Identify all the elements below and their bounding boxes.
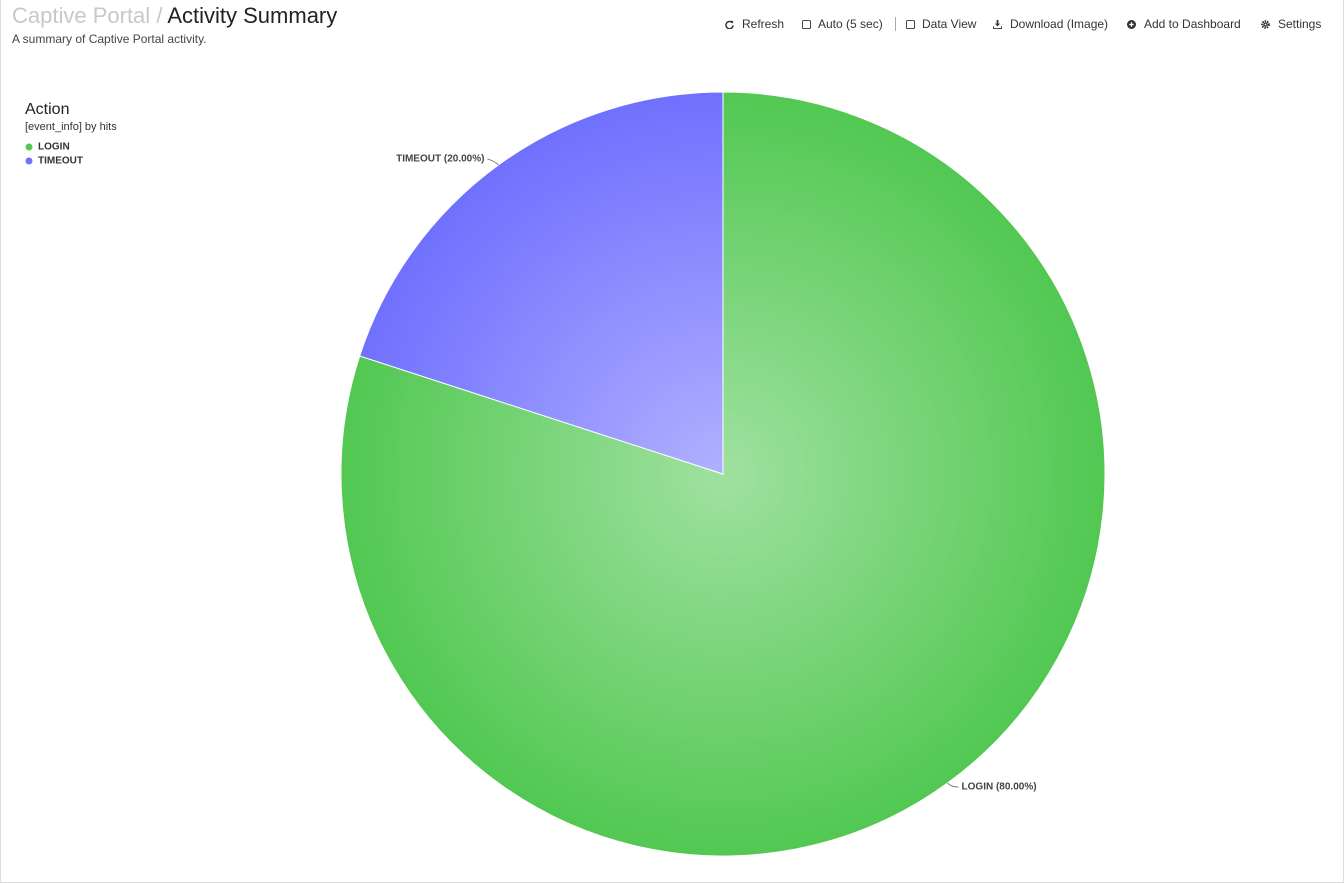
- data-view-checkbox[interactable]: [906, 20, 915, 29]
- add-to-dashboard-button[interactable]: Add to Dashboard: [1144, 17, 1241, 31]
- page-title: Activity Summary: [167, 3, 338, 28]
- download-button[interactable]: Download (Image): [1010, 17, 1109, 31]
- data-label: LOGIN (80.00%): [962, 782, 1037, 793]
- legend-marker: [25, 143, 33, 151]
- add-icon[interactable]: [1127, 20, 1136, 29]
- auto-checkbox[interactable]: [802, 20, 811, 29]
- legend-entry[interactable]: LOGIN: [38, 142, 70, 153]
- page-description: A summary of Captive Portal activity.: [12, 32, 207, 46]
- toolbar-separator: [895, 17, 896, 31]
- legend-subtitle: [event_info] by hits: [25, 121, 117, 133]
- breadcrumb-separator: /: [156, 3, 163, 28]
- label-leader: [947, 782, 959, 788]
- legend-title: Action: [25, 101, 69, 118]
- refresh-icon[interactable]: [725, 20, 734, 29]
- data-view-toggle[interactable]: Data View: [922, 17, 977, 31]
- settings-icon[interactable]: [1261, 20, 1270, 29]
- breadcrumb: Captive Portal / Activity Summary: [12, 3, 337, 29]
- legend-entry[interactable]: TIMEOUT: [38, 156, 83, 167]
- label-leader: [487, 158, 499, 166]
- download-icon[interactable]: [993, 20, 1002, 29]
- refresh-button[interactable]: Refresh: [742, 17, 785, 31]
- breadcrumb-parent[interactable]: Captive Portal: [12, 3, 151, 28]
- data-label: TIMEOUT (20.00%): [396, 154, 484, 165]
- auto-refresh-toggle[interactable]: Auto (5 sec): [818, 17, 883, 31]
- settings-button[interactable]: Settings: [1278, 17, 1322, 31]
- legend-marker: [25, 157, 33, 165]
